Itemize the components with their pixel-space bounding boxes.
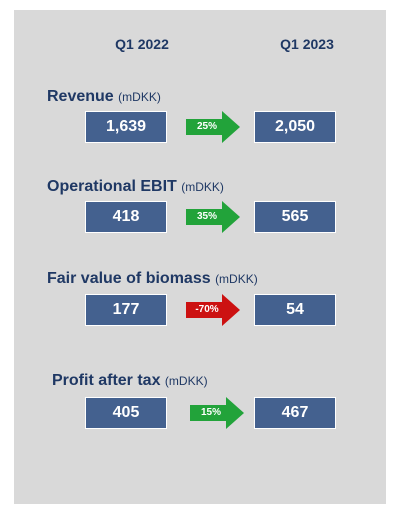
row-title-profit-after-tax: Profit after tax (mDKK) [52, 372, 208, 390]
row-title-text: Profit after tax [52, 372, 161, 389]
column-header-right: Q1 2023 [280, 36, 334, 52]
value-box-q1-2023: 467 [254, 397, 336, 429]
row-unit: (mDKK) [181, 180, 224, 194]
row-title-text: Operational EBIT [47, 178, 177, 195]
value-box-q1-2023: 565 [254, 201, 336, 233]
value-box-q1-2022: 1,639 [85, 111, 167, 143]
row-title-operational-ebit: Operational EBIT (mDKK) [47, 178, 224, 196]
change-percent: -70% [195, 303, 219, 315]
change-arrow: -70% [186, 294, 240, 326]
arrow-shape [190, 397, 244, 429]
value-box-q1-2023: 54 [254, 294, 336, 326]
value-box-q1-2022: 418 [85, 201, 167, 233]
arrow-shape [186, 111, 240, 143]
change-arrow: 35% [186, 201, 240, 233]
summary-panel: Q1 2022 Q1 2023 Revenue (mDKK) 1,639 25%… [14, 10, 386, 504]
row-unit: (mDKK) [164, 374, 208, 388]
change-arrow: 25% [186, 111, 240, 143]
arrow-shape [186, 201, 240, 233]
change-percent: 35% [196, 210, 217, 222]
change-percent: 25% [196, 120, 217, 132]
row-unit: (mDKK) [215, 272, 258, 286]
row-title-text: Fair value of biomass [47, 270, 211, 287]
arrow-shape [186, 294, 240, 326]
row-title-revenue: Revenue (mDKK) [47, 88, 161, 106]
change-arrow: 15% [190, 397, 244, 429]
row-title-fair-value-biomass: Fair value of biomass (mDKK) [47, 270, 258, 288]
row-title-text: Revenue [47, 88, 114, 105]
value-box-q1-2023: 2,050 [254, 111, 336, 143]
change-percent: 15% [200, 406, 221, 418]
value-box-q1-2022: 405 [85, 397, 167, 429]
row-unit: (mDKK) [118, 90, 161, 104]
column-header-left: Q1 2022 [115, 36, 169, 52]
value-box-q1-2022: 177 [85, 294, 167, 326]
